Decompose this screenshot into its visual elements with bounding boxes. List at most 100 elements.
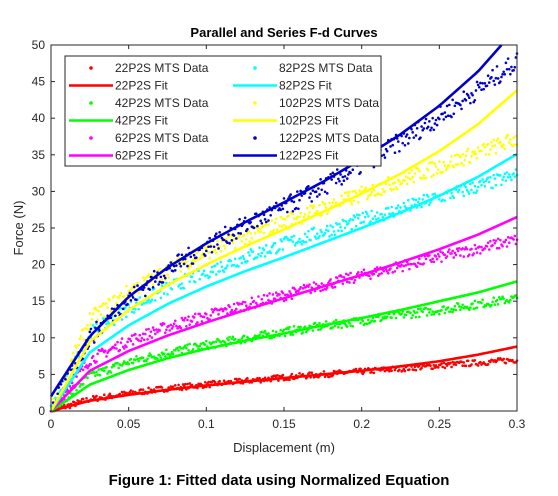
102p2s-mts-data-point bbox=[435, 172, 439, 175]
102p2s-mts-data-point bbox=[109, 310, 113, 313]
22p2s-mts-data-point bbox=[403, 369, 407, 373]
62p2s-mts-data-point bbox=[193, 312, 197, 316]
22p2s-mts-data-point bbox=[167, 386, 170, 389]
122p2s-mts-data-point bbox=[158, 280, 162, 284]
42p2s-mts-data-point bbox=[92, 371, 96, 374]
42p2s-mts-data-point bbox=[421, 310, 424, 314]
82p2s-mts-data-point bbox=[494, 183, 498, 187]
102p2s-mts-data-point bbox=[264, 224, 268, 227]
102p2s-mts-data-point bbox=[470, 155, 473, 158]
y-tick-label: 20 bbox=[32, 258, 46, 272]
22p2s-mts-data-point bbox=[420, 366, 423, 370]
82p2s-mts-data-point bbox=[213, 264, 217, 267]
42p2s-mts-data-point bbox=[158, 354, 162, 357]
122p2s-mts-data-point bbox=[384, 147, 388, 151]
62p2s-mts-data-point bbox=[210, 308, 214, 311]
122p2s-mts-data-point bbox=[298, 198, 301, 202]
22p2s-mts-data-point bbox=[372, 371, 376, 375]
42p2s-mts-data-point bbox=[436, 309, 440, 313]
42p2s-mts-data-point bbox=[317, 328, 320, 331]
102p2s-mts-data-point bbox=[310, 204, 314, 208]
62p2s-mts-data-point bbox=[493, 241, 497, 245]
42p2s-mts-data-point bbox=[135, 354, 138, 358]
42p2s-mts-data-point bbox=[492, 296, 496, 300]
62p2s-mts-data-point bbox=[340, 275, 344, 278]
22p2s-mts-data-point bbox=[234, 377, 238, 381]
122p2s-mts-data-point bbox=[307, 184, 310, 188]
122p2s-mts-data-point bbox=[405, 133, 409, 136]
82p2s-mts-data-point bbox=[416, 200, 420, 204]
102p2s-mts-data-point bbox=[454, 163, 458, 166]
42p2s-mts-data-point bbox=[196, 345, 199, 348]
42p2s-mts-data-point bbox=[340, 326, 344, 330]
22p2s-mts-data-point bbox=[131, 390, 135, 393]
22p2s-mts-data-point bbox=[238, 377, 241, 381]
122p2s-mts-data-point bbox=[192, 253, 196, 257]
122p2s-mts-data-point bbox=[69, 368, 73, 371]
62p2s-mts-data-point bbox=[293, 288, 297, 291]
102p2s-mts-data-point bbox=[452, 165, 456, 169]
82p2s-mts-data-point bbox=[339, 225, 342, 229]
82p2s-mts-data-point bbox=[510, 178, 513, 182]
102p2s-mts-data-point bbox=[421, 176, 424, 180]
102p2s-mts-data-point bbox=[308, 211, 311, 214]
122p2s-mts-data-point bbox=[267, 219, 270, 222]
122p2s-mts-data-point bbox=[482, 87, 486, 91]
102p2s-mts-data-point bbox=[132, 283, 136, 287]
62p2s-mts-data-point bbox=[139, 339, 143, 343]
legend-marker bbox=[89, 101, 93, 105]
122p2s-mts-data-point bbox=[500, 75, 503, 79]
62p2s-mts-data-point bbox=[314, 282, 318, 286]
102p2s-mts-data-point bbox=[472, 152, 476, 156]
42p2s-mts-data-point bbox=[156, 357, 159, 361]
102p2s-mts-data-point bbox=[398, 179, 401, 183]
122p2s-mts-data-point bbox=[141, 288, 145, 291]
42p2s-mts-data-point bbox=[311, 329, 315, 332]
122p2s-mts-data-point bbox=[315, 195, 319, 198]
22p2s-mts-data-point bbox=[473, 358, 477, 362]
22p2s-mts-data-point bbox=[177, 383, 180, 387]
102p2s-mts-data-point bbox=[71, 351, 75, 355]
102p2s-mts-data-point bbox=[180, 260, 184, 264]
102p2s-mts-data-point bbox=[253, 232, 257, 235]
42p2s-mts-data-point bbox=[282, 328, 286, 332]
legend-marker bbox=[253, 101, 257, 105]
42p2s-mts-data-point bbox=[460, 306, 463, 309]
102p2s-mts-data-point bbox=[306, 206, 309, 210]
122p2s-mts-data-point bbox=[351, 168, 355, 171]
102p2s-mts-data-point bbox=[146, 275, 149, 278]
122p2s-mts-data-point bbox=[420, 125, 423, 128]
102p2s-mts-data-point bbox=[484, 153, 488, 156]
122p2s-mts-data-point bbox=[126, 302, 129, 306]
102p2s-mts-data-point bbox=[480, 149, 483, 153]
22p2s-mts-data-point bbox=[461, 364, 464, 367]
82p2s-mts-data-point bbox=[474, 191, 478, 195]
82p2s-mts-data-point bbox=[298, 237, 301, 241]
x-tick-label: 0.3 bbox=[509, 417, 526, 431]
62p2s-mts-data-point bbox=[202, 315, 206, 319]
102p2s-mts-data-point bbox=[395, 187, 399, 191]
42p2s-mts-data-point bbox=[428, 311, 431, 314]
82p2s-mts-data-point bbox=[280, 240, 284, 243]
22p2s-mts-data-point bbox=[173, 384, 177, 387]
102p2s-mts-data-point bbox=[340, 194, 344, 197]
122p2s-mts-data-point bbox=[230, 239, 234, 242]
122p2s-mts-data-point bbox=[459, 103, 462, 107]
22p2s-mts-data-point bbox=[171, 385, 175, 388]
82p2s-mts-data-point bbox=[329, 224, 332, 227]
102p2s-mts-data-point bbox=[215, 251, 218, 255]
22p2s-mts-data-point bbox=[431, 367, 434, 371]
42p2s-mts-data-point bbox=[198, 344, 201, 348]
122p2s-mts-data-point bbox=[438, 117, 441, 121]
82p2s-mts-data-point bbox=[512, 172, 515, 175]
legend-item-102p2s-fit: 102P2S Fit bbox=[233, 114, 339, 128]
62p2s-mts-data-point bbox=[404, 264, 408, 267]
122p2s-mts-data-point bbox=[505, 68, 509, 71]
62p2s-mts-data-point bbox=[238, 302, 241, 306]
102p2s-mts-data-point bbox=[411, 175, 415, 179]
62p2s-mts-data-point bbox=[125, 345, 128, 349]
102p2s-mts-data-point bbox=[380, 193, 383, 197]
82p2s-mts-data-point bbox=[289, 238, 292, 242]
legend-marker bbox=[253, 136, 257, 140]
122p2s-mts-data-point bbox=[154, 280, 157, 283]
